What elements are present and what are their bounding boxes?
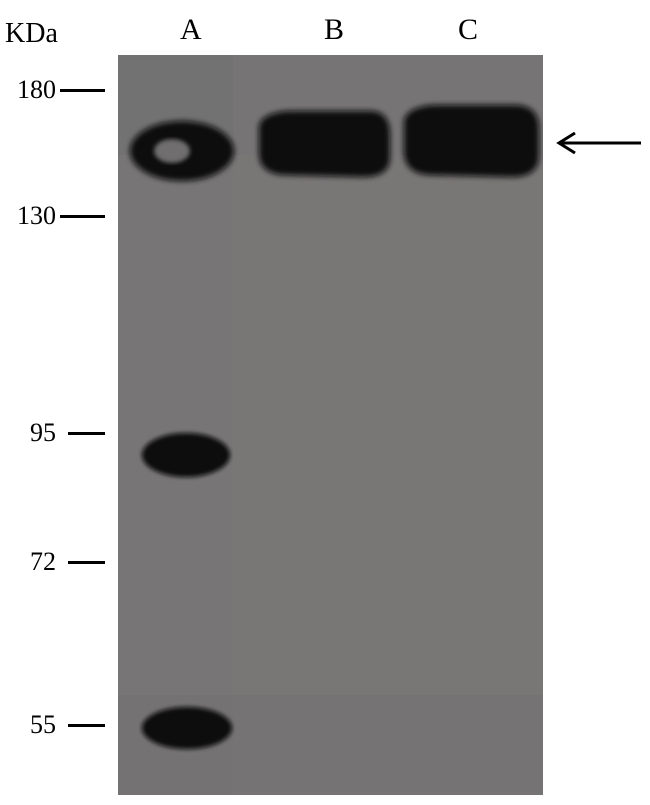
lane-label-b: B	[324, 13, 344, 47]
tick-mark-72	[68, 561, 105, 564]
tick-mark-55	[68, 724, 105, 727]
lane-label-c: C	[458, 13, 478, 47]
lane-label-a: A	[180, 13, 202, 47]
marker-label-72: 72	[24, 547, 56, 577]
blot-membrane	[118, 55, 543, 795]
marker-label-180: 180	[12, 75, 56, 105]
marker-label-95: 95	[24, 418, 56, 448]
marker-label-55: 55	[24, 710, 56, 740]
tick-mark-180	[60, 89, 105, 92]
axis-unit-label: KDa	[5, 18, 58, 50]
tick-mark-95	[68, 432, 105, 435]
tick-mark-130	[60, 215, 105, 218]
blot-diagram: KDa A B C 180 130 95 72 55	[0, 0, 650, 805]
band-arrow-icon	[551, 130, 644, 156]
marker-label-130: 130	[12, 201, 56, 231]
